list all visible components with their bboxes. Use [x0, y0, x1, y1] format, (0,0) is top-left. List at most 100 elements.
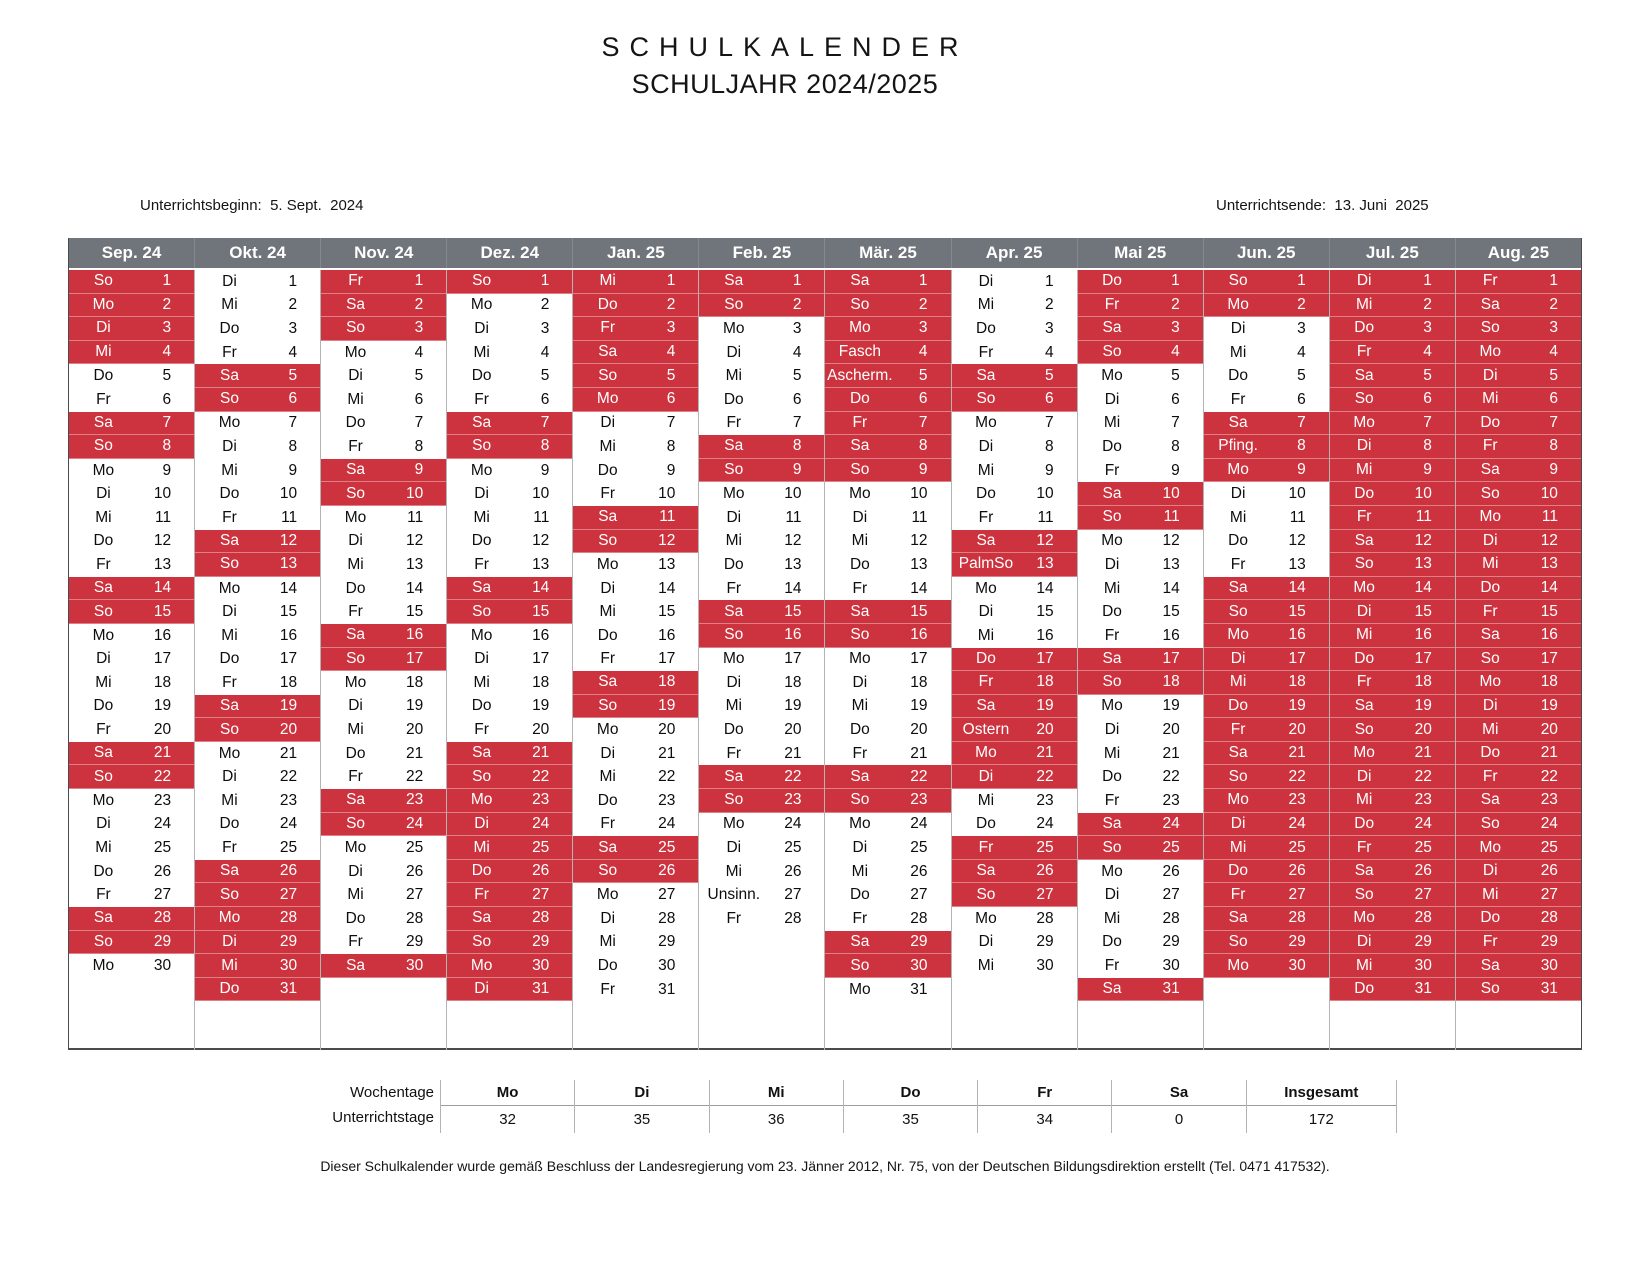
day-label: Mi	[725, 367, 742, 385]
page-title: SCHULKALENDER	[601, 32, 969, 62]
day-number: 12	[1540, 531, 1558, 549]
day-cell: So 2	[699, 293, 825, 318]
day-label: Sa	[850, 272, 870, 290]
day-cell: Mo 28	[195, 907, 321, 931]
day-label: Mo	[470, 461, 493, 479]
day-label: Mi	[599, 603, 616, 621]
day-number: 5	[288, 366, 298, 384]
day-number: 14	[1288, 579, 1306, 597]
day-cell: Mi 19	[825, 694, 951, 719]
day-label: Di	[96, 815, 111, 833]
day-cell: Mi 13	[1455, 553, 1581, 577]
day-number: 8	[1297, 437, 1306, 455]
day-label: Di	[1356, 437, 1372, 455]
day-label: Mi	[851, 862, 869, 880]
day-number: 15	[405, 603, 424, 621]
day-number: 6	[162, 390, 172, 408]
day-number: 16	[1288, 626, 1306, 644]
day-cell: Di 31	[447, 977, 573, 1002]
day-cell: Sa 19	[1329, 694, 1455, 719]
day-label: Do	[597, 791, 618, 809]
day-label: Di	[1482, 696, 1498, 714]
day-number: 20	[153, 721, 172, 739]
day-cell: Fr 18	[951, 671, 1077, 695]
day-label: Fr	[600, 319, 616, 337]
day-number: 2	[1423, 295, 1432, 313]
day-number: 29	[1036, 933, 1054, 951]
day-number: 8	[1549, 437, 1558, 455]
day-number: 8	[918, 437, 928, 455]
day-number: 2	[792, 295, 802, 313]
day-cell: Fr 23	[1077, 789, 1203, 813]
day-label: So	[1354, 885, 1374, 903]
day-number: 3	[162, 319, 172, 337]
day-cell: Mo 30	[69, 954, 195, 978]
day-number: 3	[414, 319, 424, 337]
summary-column: Insgesamt 172	[1245, 1080, 1397, 1133]
day-label: Mi	[221, 626, 238, 644]
day-label: Mo	[596, 390, 619, 408]
day-number: 20	[784, 721, 802, 739]
day-cell: Sa 12	[195, 529, 321, 554]
day-number: 20	[1162, 721, 1180, 739]
day-number: 30	[279, 956, 298, 974]
day-number: 23	[153, 791, 172, 809]
day-number: 26	[1540, 862, 1558, 880]
day-number: 1	[1423, 272, 1432, 290]
day-cell: Sa 5	[1329, 364, 1455, 388]
day-cell: Sa 5	[951, 364, 1077, 388]
day-number: 16	[1036, 626, 1054, 644]
day-cell: Mi 9	[951, 458, 1077, 483]
month-header: Aug. 25	[1487, 243, 1550, 262]
day-number: 29	[1288, 932, 1306, 950]
day-label: Mo	[218, 579, 241, 597]
day-cell: Mo 3	[699, 317, 825, 341]
month-header: Nov. 24	[321, 238, 448, 268]
day-cell: So 6	[1329, 387, 1455, 412]
day-label: Sa	[1480, 461, 1500, 479]
day-label: Fr	[348, 768, 363, 786]
day-cell: Do 16	[573, 623, 699, 648]
day-cell: So 29	[69, 930, 195, 955]
day-label: Di	[348, 862, 363, 880]
day-cell: Mo 2	[1203, 293, 1329, 318]
day-cell: Mo 14	[1329, 576, 1455, 601]
day-number: 7	[1423, 413, 1432, 431]
day-label: Sa	[850, 437, 870, 455]
day-label: Do	[1228, 862, 1248, 880]
day-cell: Do 31	[1329, 977, 1455, 1002]
day-cell: Mi 9	[195, 458, 321, 483]
day-cell: Sa 9	[1455, 458, 1581, 483]
day-number: 13	[1288, 555, 1306, 573]
day-cell: So 23	[699, 789, 825, 813]
day-number: 30	[1288, 956, 1306, 974]
day-cell: Do 24	[1329, 812, 1455, 837]
day-cell: Fr 15	[321, 600, 447, 624]
day-label: Do	[597, 957, 618, 975]
day-number: 9	[792, 461, 802, 479]
day-cell: Sa 30	[1455, 954, 1581, 978]
day-number: 20	[1414, 720, 1432, 738]
day-number: 19	[784, 697, 802, 715]
day-cell: Mi 11	[69, 505, 195, 530]
day-cell: Mo 7	[1329, 411, 1455, 436]
day-number: 4	[1045, 343, 1054, 361]
day-number: 30	[153, 957, 172, 975]
day-cell: Mi 30	[951, 954, 1077, 978]
day-label: Mi	[1355, 626, 1373, 644]
day-cell: Mo 18	[1455, 671, 1581, 695]
day-cell: Mo 25	[1455, 836, 1581, 860]
day-number: 1	[666, 272, 676, 290]
day-cell: Mo 16	[1203, 623, 1329, 648]
day-cell: Fr 30	[1077, 954, 1203, 978]
day-cell: So 24	[1455, 812, 1581, 837]
day-number: 22	[1288, 767, 1306, 785]
day-cell: So 2	[825, 293, 951, 318]
day-label: Di	[726, 343, 742, 361]
day-cell: Do 27	[825, 883, 951, 908]
day-label: So	[219, 720, 239, 738]
day-cell: Do 13	[699, 553, 825, 577]
day-label: Sa	[346, 956, 366, 974]
day-number: 26	[910, 862, 928, 880]
day-label: Do	[849, 390, 870, 408]
